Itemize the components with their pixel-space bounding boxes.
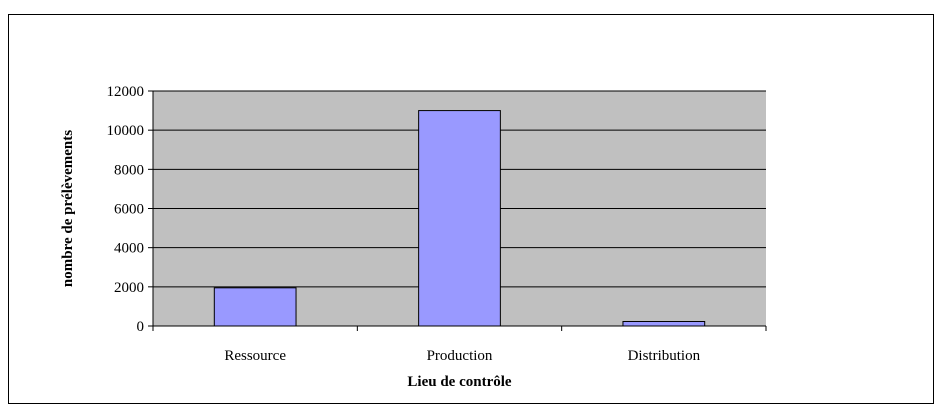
x-tick-label: Distribution — [628, 348, 701, 364]
x-tick-label: Ressource — [224, 348, 286, 364]
y-tick-label: 2000 — [114, 280, 144, 296]
y-tick-label: 10000 — [107, 123, 145, 139]
bar-distribution — [622, 320, 706, 327]
y-tick-label: 12000 — [107, 84, 145, 100]
bar-production — [418, 110, 501, 327]
y-axis-title: nombre de prélèvements — [60, 130, 76, 287]
y-tick-label: 6000 — [114, 202, 144, 218]
y-tick-label: 4000 — [114, 241, 144, 257]
y-tick-label: 0 — [137, 319, 145, 335]
y-tick-label: 8000 — [114, 162, 144, 178]
x-tick-label: Production — [427, 348, 493, 364]
y-tick-labels: 0 2000 4000 6000 8000 10000 12000 — [107, 84, 145, 335]
x-tick-labels: Ressource Production Distribution — [224, 348, 700, 364]
bar-chart: 0 2000 4000 6000 8000 10000 12000 Ressource Pro… — [60, 84, 767, 390]
axes — [148, 90, 767, 331]
bars — [213, 110, 706, 327]
bar-ressource — [213, 287, 297, 327]
x-axis-title: Lieu de contrôle — [407, 374, 511, 390]
